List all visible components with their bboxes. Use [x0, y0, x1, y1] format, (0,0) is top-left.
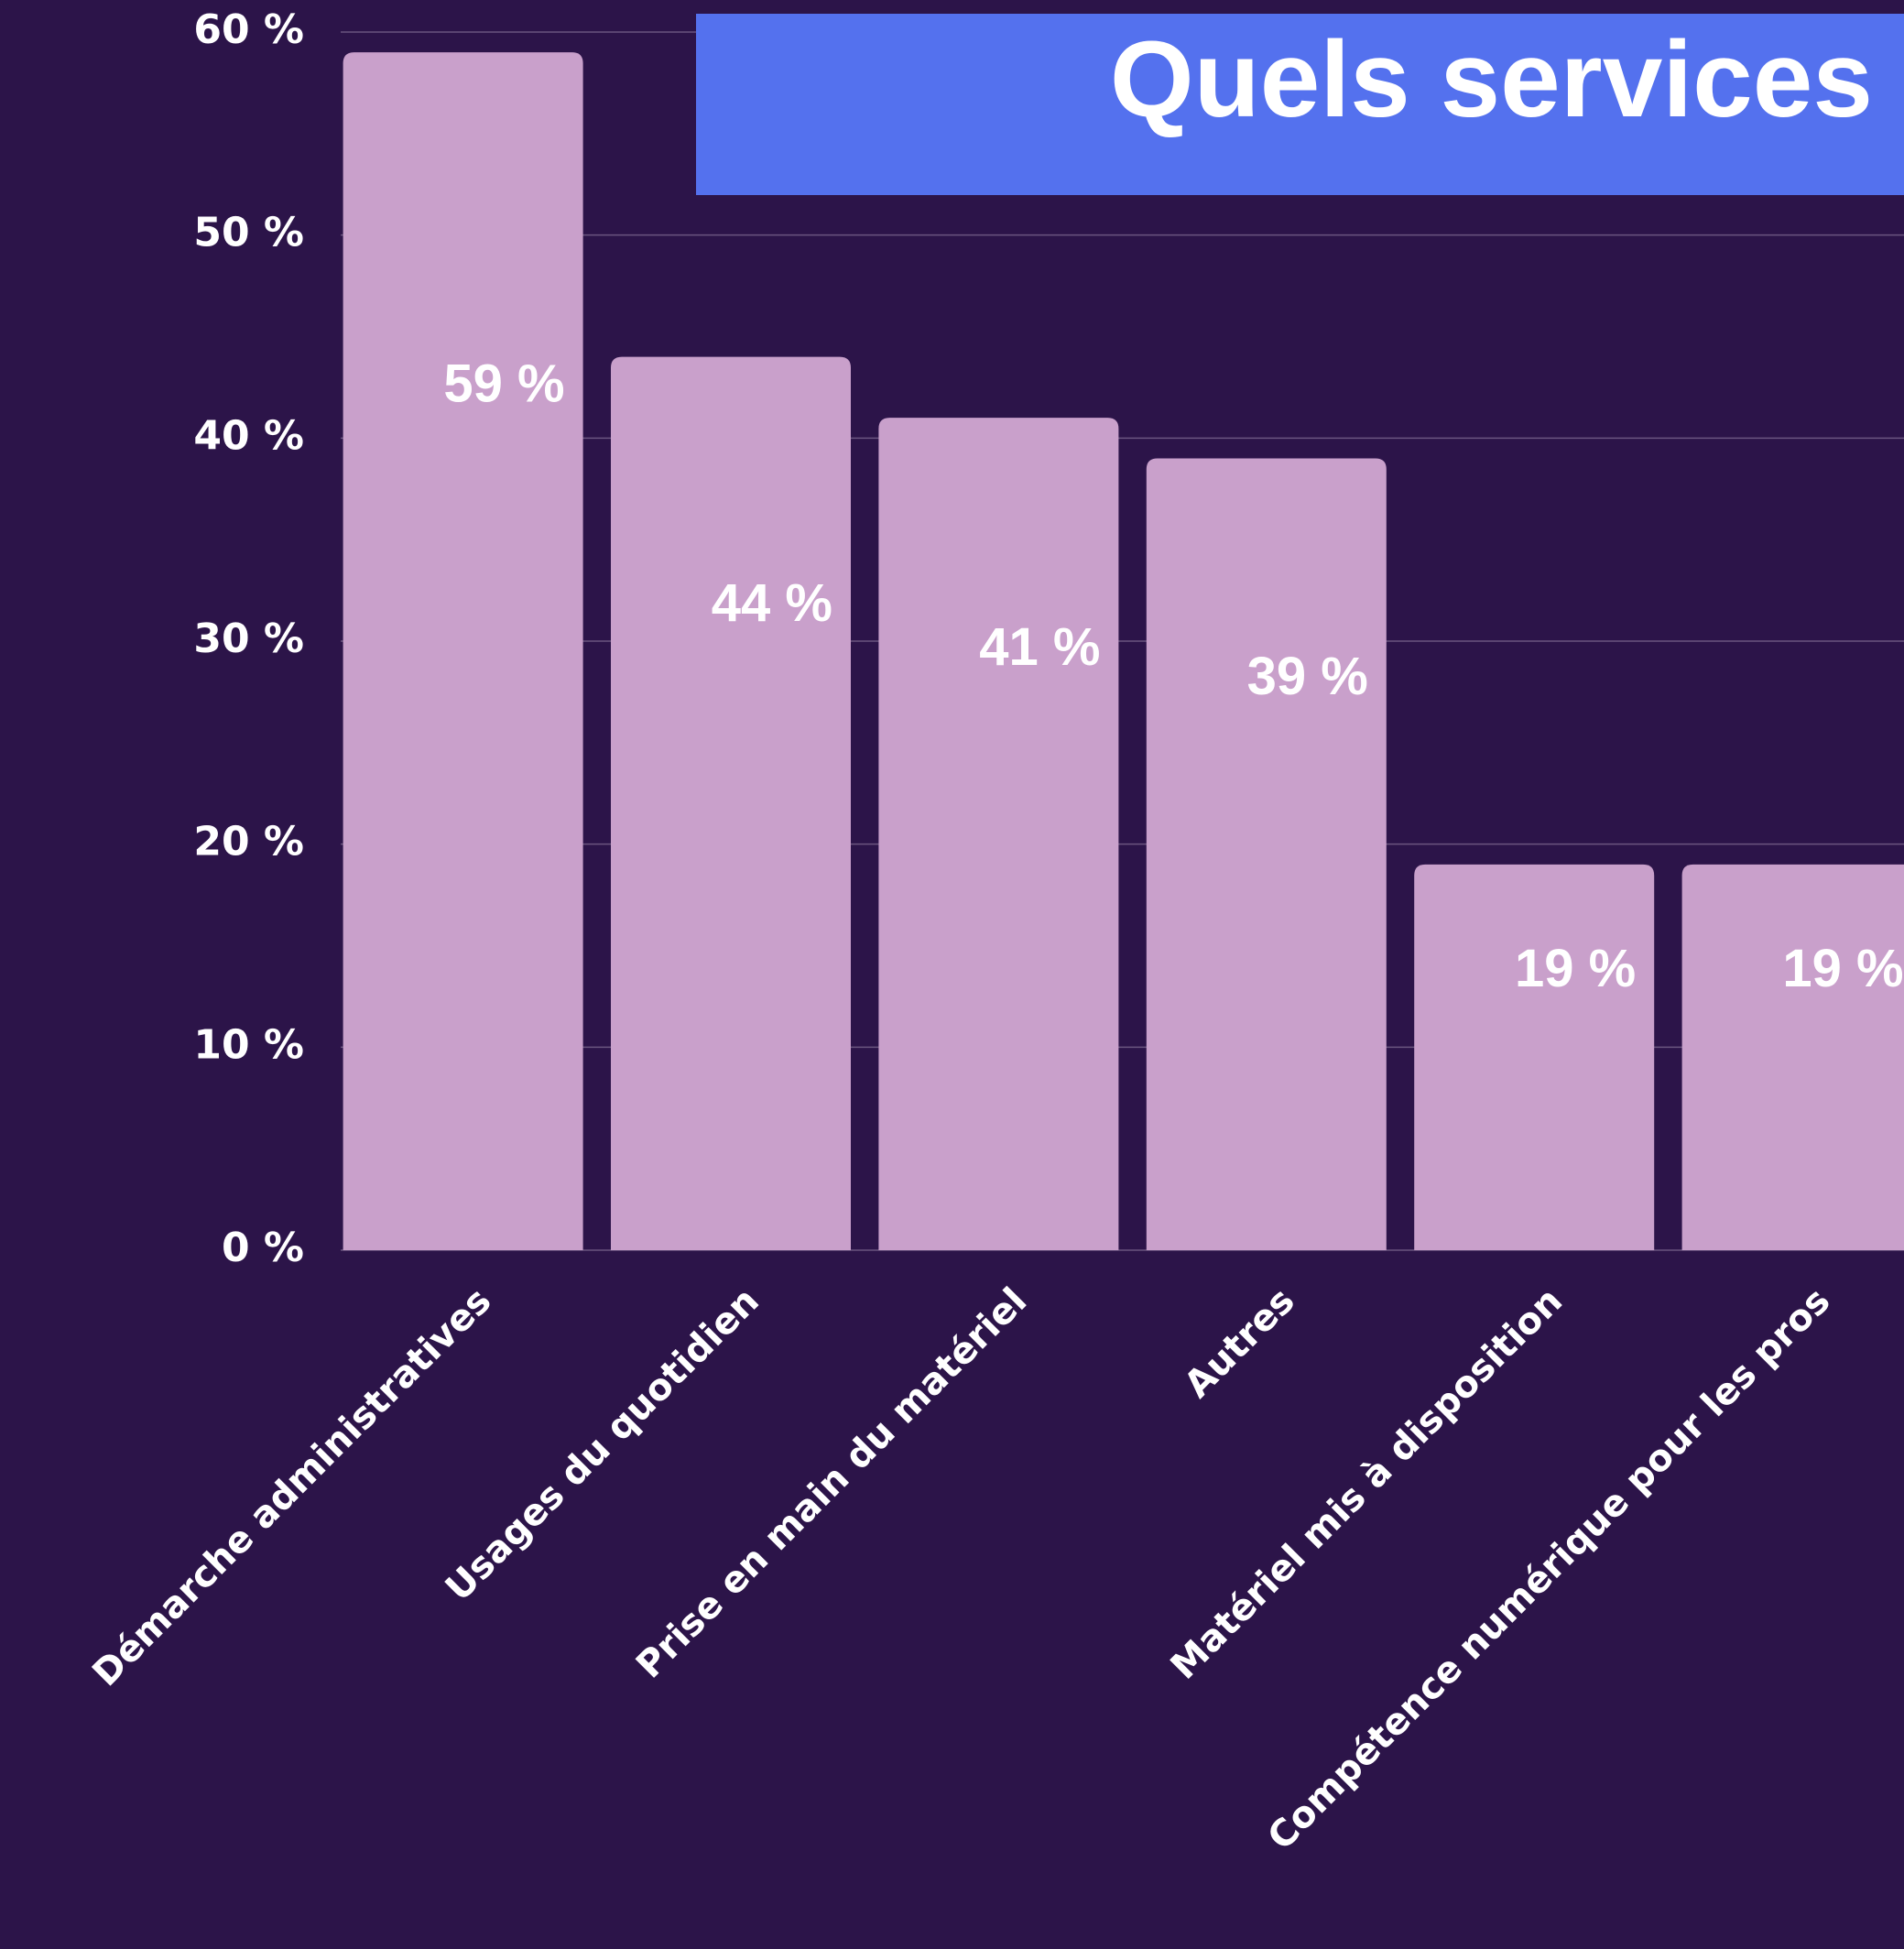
y-tick-label: 30 %: [193, 615, 304, 662]
value-label: 19 %: [1782, 939, 1903, 998]
value-label: 41 %: [979, 617, 1100, 677]
y-tick-label: 20 %: [193, 819, 304, 866]
bar: [611, 357, 851, 1250]
bar: [343, 52, 583, 1250]
bar: [1414, 865, 1654, 1250]
y-tick-label: 60 %: [193, 6, 304, 53]
chart-title: Quels services: [1110, 19, 1873, 140]
bar: [1682, 865, 1904, 1250]
value-label: 44 %: [712, 573, 832, 633]
y-tick-label: 50 %: [193, 210, 304, 256]
y-tick-label: 40 %: [193, 412, 304, 459]
y-tick-label: 0 %: [222, 1225, 304, 1271]
y-tick-label: 10 %: [193, 1021, 304, 1068]
value-label: 59 %: [443, 354, 564, 414]
chart: Quels services 0 % 10 % 20 % 30 % 40 % 50 % 60…: [0, 0, 1904, 1949]
bar: [1147, 459, 1387, 1251]
value-label: 39 %: [1247, 647, 1368, 706]
page: {"chart_data": {"type": "bar", "title": …: [0, 0, 1904, 1949]
value-label: 19 %: [1515, 939, 1636, 998]
bar: [878, 418, 1118, 1250]
